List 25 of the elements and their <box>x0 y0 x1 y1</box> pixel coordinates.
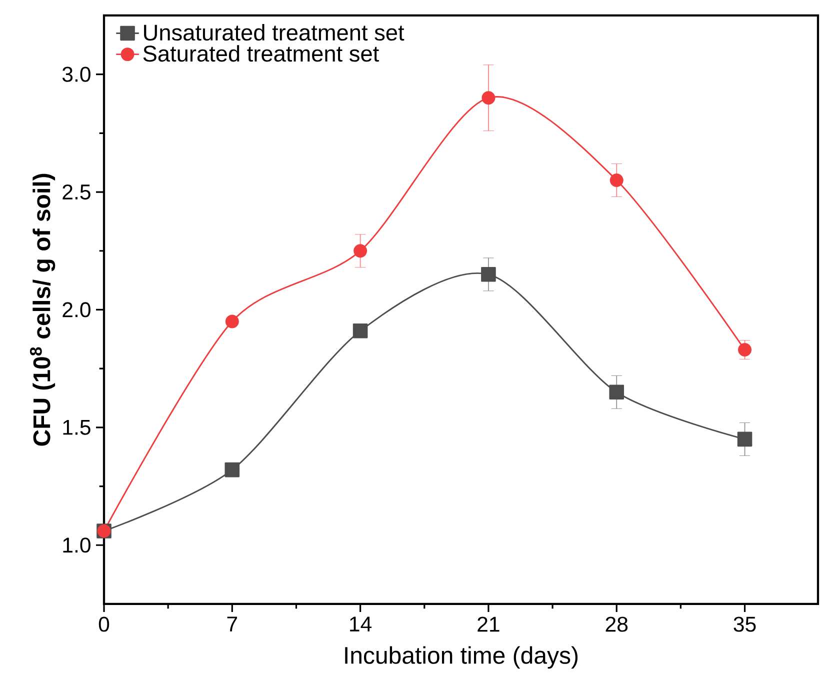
point <box>481 267 496 282</box>
legend-label: Saturated treatment set <box>143 45 379 62</box>
y-tick-label: 2.5 <box>62 184 90 200</box>
point <box>737 432 752 447</box>
point <box>352 324 368 338</box>
point <box>224 462 240 478</box>
y-tick-label: 1.5 <box>63 420 90 435</box>
point <box>738 343 752 356</box>
y-tick-label: 3.0 <box>62 66 90 82</box>
y-tick-label: 2.0 <box>62 302 90 318</box>
point <box>225 314 239 328</box>
legend-label: Unsaturated treatment set <box>144 24 404 41</box>
point <box>609 384 624 400</box>
x-tick-label: 7 <box>227 616 238 632</box>
x-tick-label: 35 <box>734 616 756 632</box>
x-axis-title: Incubation time (days) <box>345 646 578 669</box>
point <box>610 174 624 187</box>
x-tick-label: 28 <box>606 616 628 632</box>
x-tick-label: 14 <box>350 616 372 632</box>
x-tick-label: 21 <box>478 616 500 632</box>
x-tick-label: 0 <box>98 616 110 632</box>
point <box>354 244 368 258</box>
point <box>482 91 496 105</box>
text: CFU (10$^{8}$ cells/ g of soil) <box>30 174 56 446</box>
y-tick-label: 1.0 <box>63 538 90 553</box>
